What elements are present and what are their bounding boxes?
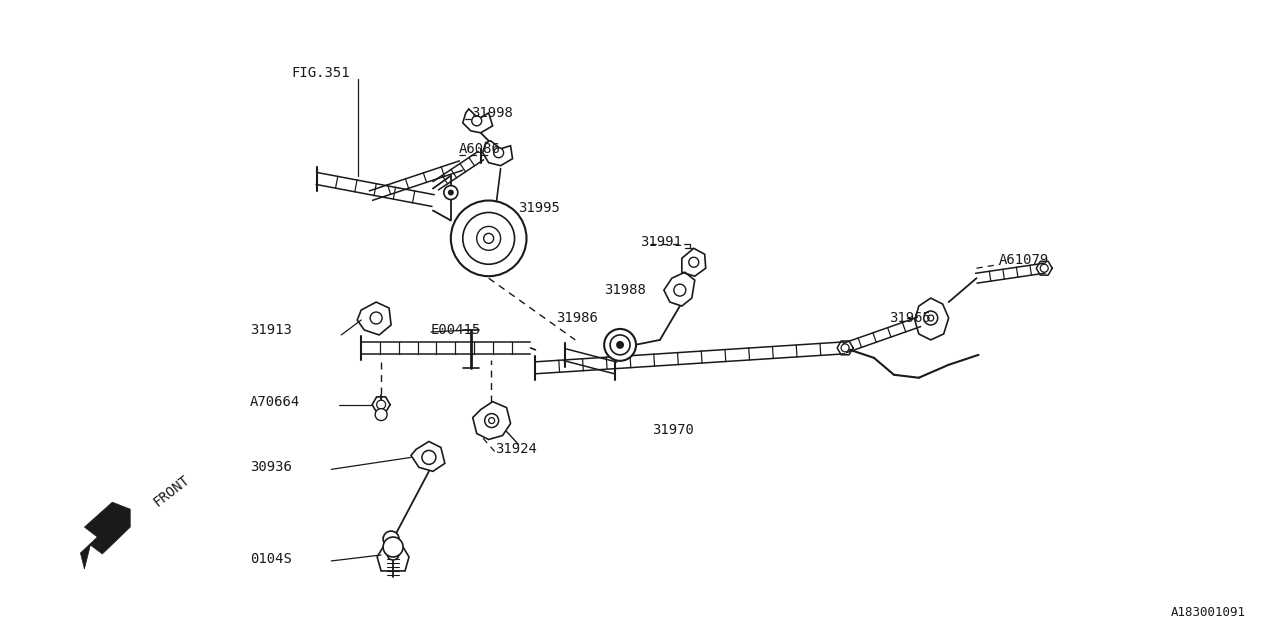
Circle shape — [489, 417, 494, 424]
Circle shape — [485, 413, 499, 428]
Circle shape — [689, 257, 699, 268]
Text: 31988: 31988 — [604, 283, 646, 297]
Text: 31991: 31991 — [640, 236, 682, 250]
Circle shape — [484, 234, 494, 243]
Circle shape — [604, 329, 636, 361]
Text: 31913: 31913 — [250, 323, 292, 337]
Circle shape — [924, 311, 938, 325]
Text: 31995: 31995 — [518, 202, 561, 216]
Circle shape — [448, 189, 454, 196]
Circle shape — [376, 400, 385, 409]
Text: A70664: A70664 — [250, 395, 300, 409]
Circle shape — [422, 451, 436, 465]
Circle shape — [472, 116, 481, 126]
Text: 31965: 31965 — [888, 311, 931, 325]
Text: FIG.351: FIG.351 — [292, 66, 351, 80]
Text: 31924: 31924 — [494, 442, 536, 456]
Text: 0104S: 0104S — [250, 552, 292, 566]
Circle shape — [673, 284, 686, 296]
Circle shape — [383, 531, 399, 547]
Circle shape — [928, 315, 933, 321]
Circle shape — [611, 335, 630, 355]
Circle shape — [387, 548, 399, 560]
Circle shape — [494, 148, 503, 157]
Circle shape — [444, 186, 458, 200]
Circle shape — [463, 212, 515, 264]
Circle shape — [841, 344, 849, 352]
Text: 31986: 31986 — [557, 311, 598, 325]
Polygon shape — [81, 502, 131, 569]
Text: 31998: 31998 — [471, 106, 512, 120]
Text: 30936: 30936 — [250, 460, 292, 474]
Circle shape — [1041, 264, 1048, 272]
Circle shape — [375, 408, 387, 420]
Circle shape — [383, 537, 403, 557]
Text: 31970: 31970 — [652, 422, 694, 436]
Text: E00415: E00415 — [431, 323, 481, 337]
Circle shape — [370, 312, 383, 324]
Circle shape — [616, 341, 625, 349]
Text: A6086: A6086 — [458, 141, 500, 156]
Text: A61079: A61079 — [998, 253, 1048, 268]
Text: A183001091: A183001091 — [1170, 605, 1245, 619]
Text: FRONT: FRONT — [150, 473, 192, 509]
Circle shape — [476, 227, 500, 250]
Circle shape — [451, 200, 526, 276]
